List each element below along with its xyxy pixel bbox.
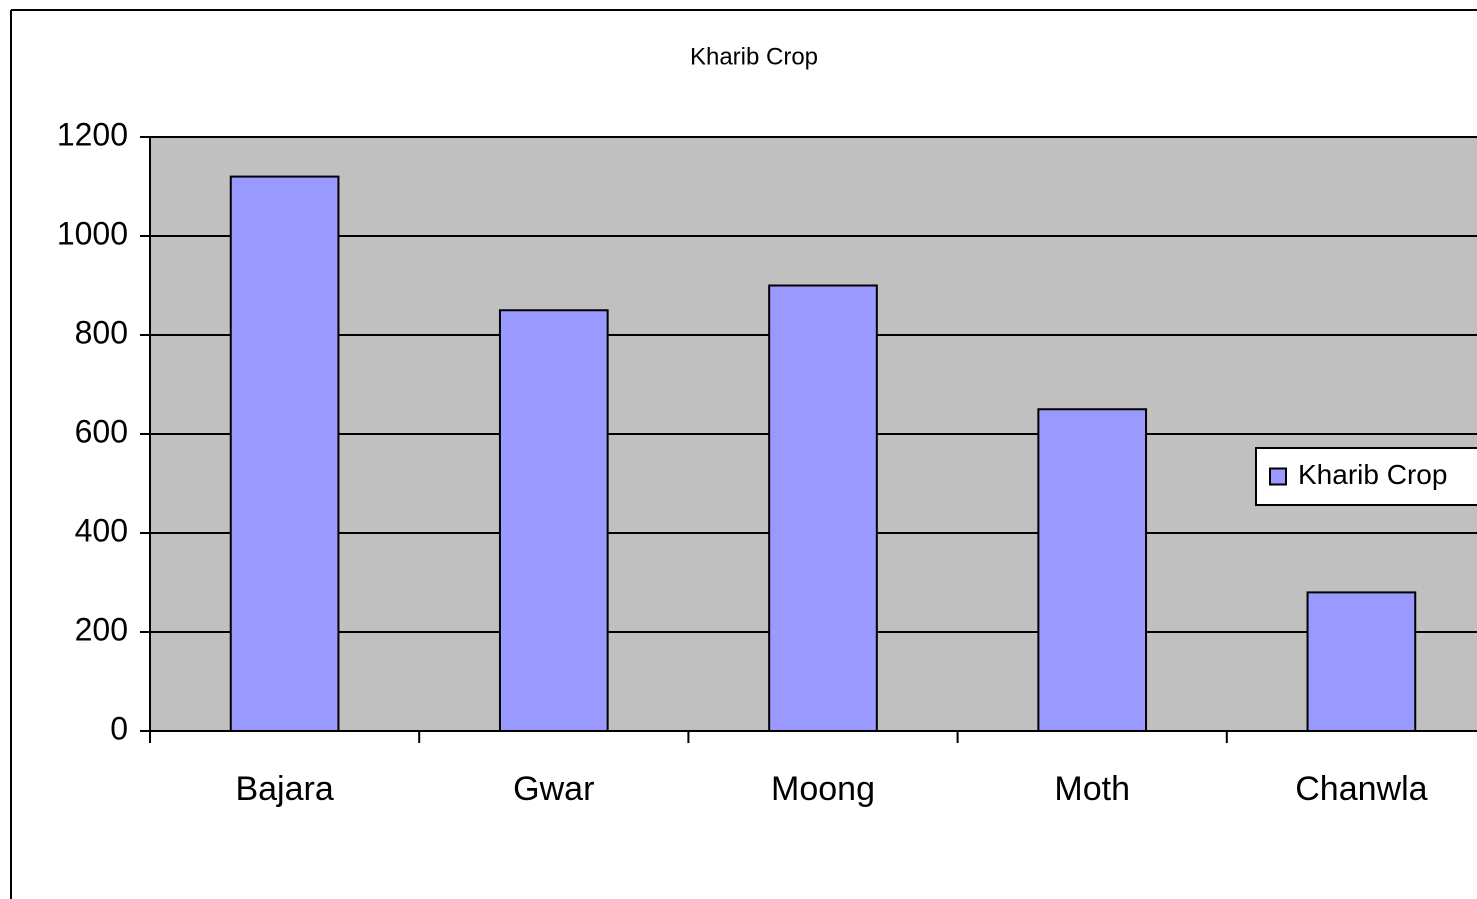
chart-title: Kharib Crop	[690, 43, 818, 70]
legend-swatch	[1269, 467, 1287, 486]
y-tick-label: 200	[75, 611, 128, 647]
bar	[229, 175, 340, 733]
bar	[1306, 591, 1417, 733]
x-tick-label: Chanwla	[1295, 770, 1427, 808]
y-tick-label: 800	[75, 314, 128, 350]
y-tick-label: 0	[110, 710, 128, 746]
legend-box	[1255, 447, 1477, 506]
y-tick-label: 1200	[57, 116, 128, 152]
y-tick-label: 600	[75, 413, 128, 449]
legend-label: Kharib Crop	[1298, 459, 1447, 490]
bar	[498, 309, 609, 732]
x-tick-label: Gwar	[513, 770, 594, 808]
x-tick-label: Bajara	[235, 770, 333, 808]
y-tick-label: 1000	[57, 215, 128, 251]
bar	[768, 284, 878, 732]
bar	[1037, 408, 1148, 732]
x-tick-label: Moong	[771, 770, 875, 808]
x-tick-label: Moth	[1054, 770, 1130, 808]
y-tick-label: 400	[75, 512, 128, 548]
